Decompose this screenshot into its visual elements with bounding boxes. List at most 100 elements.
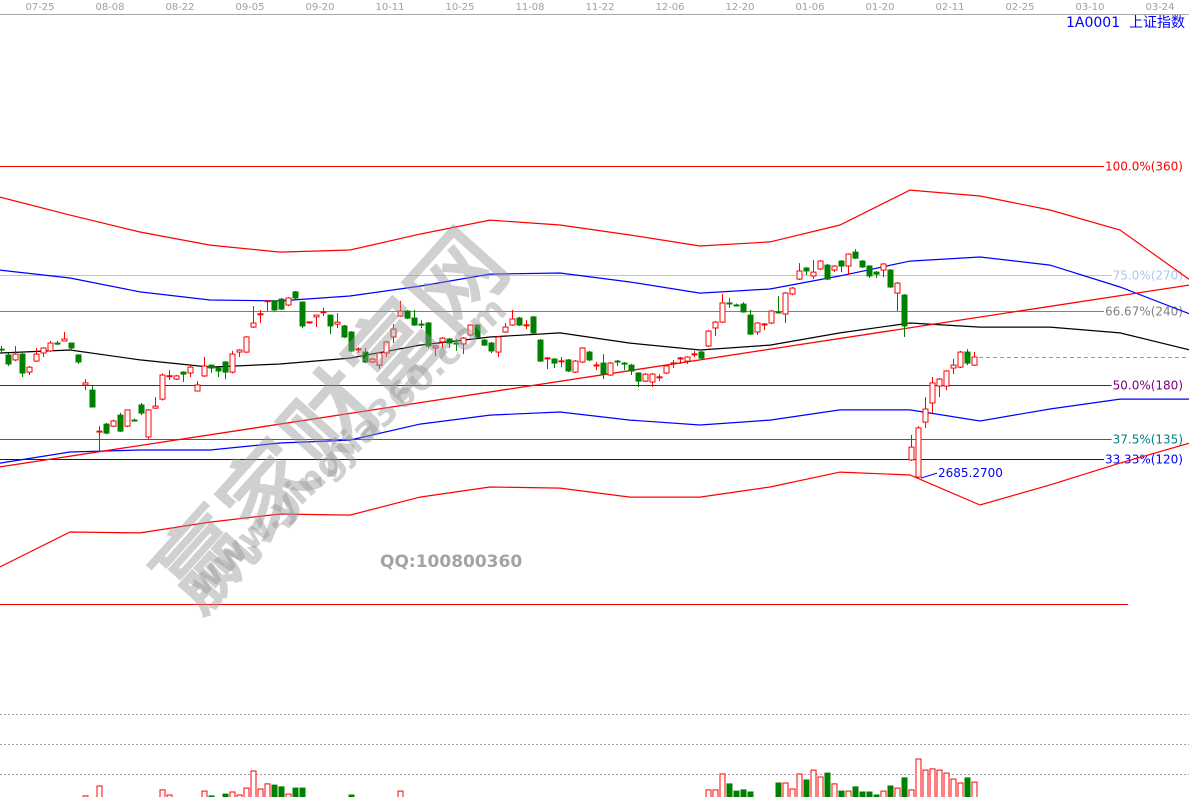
volume-bar <box>852 786 859 797</box>
candlestick <box>411 309 418 326</box>
candlestick <box>859 259 866 269</box>
candlestick <box>866 265 873 278</box>
candle-body <box>572 360 579 373</box>
candlestick <box>334 313 341 328</box>
candle-body <box>782 292 789 315</box>
candlestick <box>628 363 635 376</box>
candle-body <box>75 354 82 363</box>
volume-bar <box>208 795 215 797</box>
candlestick <box>754 322 761 335</box>
candlestick <box>425 322 432 349</box>
date-tick-label: 10-11 <box>375 2 404 13</box>
candlestick <box>201 357 208 378</box>
candlestick <box>313 314 320 328</box>
candlestick <box>152 397 159 410</box>
candlestick <box>908 434 915 461</box>
candle-body <box>5 354 12 365</box>
bollinger-bands <box>0 189 1189 568</box>
candle-body <box>838 260 845 267</box>
candle-body <box>775 311 782 314</box>
candlestick <box>208 364 215 374</box>
candle-body <box>950 364 957 369</box>
candle-body <box>705 330 712 347</box>
date-tick-label: 08-22 <box>165 2 194 13</box>
candle-body <box>831 265 838 271</box>
candle-body <box>460 337 467 345</box>
candle-body <box>894 282 901 294</box>
candle-body <box>901 294 908 327</box>
candlestick <box>54 341 61 346</box>
candlestick <box>19 352 26 378</box>
candle-body <box>243 336 250 353</box>
volume-bar <box>271 784 278 797</box>
candlestick <box>383 341 390 358</box>
band-inner-lower-line <box>0 398 1189 464</box>
candlestick <box>257 309 264 324</box>
candle-body <box>698 351 705 359</box>
candle-body <box>887 269 894 288</box>
candle-body <box>579 347 586 363</box>
candle-body <box>362 351 369 363</box>
candlestick <box>40 347 47 358</box>
candlestick <box>404 309 411 319</box>
candle-body <box>635 372 642 382</box>
candle-body <box>824 264 831 280</box>
candlestick <box>474 324 481 339</box>
candle-body <box>495 336 502 353</box>
candlestick <box>691 350 698 358</box>
candle-body <box>747 314 754 335</box>
candlestick <box>320 307 327 317</box>
candlestick <box>880 263 887 278</box>
candlestick <box>145 409 152 439</box>
candlestick <box>705 329 712 348</box>
volume-bar <box>838 790 845 797</box>
candlestick <box>446 338 453 349</box>
candle-body <box>663 365 670 374</box>
volume-bar <box>397 790 404 797</box>
volume-bar <box>887 785 894 797</box>
volume-bar <box>222 793 229 797</box>
date-tick-label: 02-25 <box>1005 2 1034 13</box>
candlestick <box>656 374 663 382</box>
candlestick <box>103 422 110 435</box>
candlestick <box>719 293 726 324</box>
candlestick <box>460 336 467 355</box>
candle-body <box>96 430 103 433</box>
candlestick <box>943 370 950 391</box>
candlestick <box>677 357 684 364</box>
candle-body <box>166 375 173 378</box>
candlestick <box>341 325 348 339</box>
volume-bar <box>929 768 936 797</box>
date-tick-label: 03-10 <box>1075 2 1104 13</box>
volume-bar <box>775 782 782 797</box>
candlestick <box>873 270 880 278</box>
candle-body <box>957 351 964 368</box>
candlestick <box>838 259 845 273</box>
candlestick <box>75 354 82 364</box>
candle-body <box>341 325 348 338</box>
candlestick <box>229 350 236 374</box>
volume-bar <box>292 787 299 797</box>
candlestick <box>96 426 103 453</box>
candlestick <box>796 263 803 280</box>
candlestick <box>0 345 5 353</box>
candlestick <box>222 361 229 380</box>
candle-body <box>348 331 355 352</box>
candlestick <box>614 359 621 367</box>
watermark-qq: QQ:100800360 <box>380 552 523 572</box>
candlestick <box>523 320 530 330</box>
date-axis: 07-25 08-08 08-22 09-05 09-20 10-11 10-25 11-08… <box>0 2 1189 15</box>
candle-body <box>425 322 432 347</box>
candle-body <box>873 271 880 275</box>
volume-bar <box>747 791 754 797</box>
candle-body <box>271 300 278 311</box>
candlestick <box>789 286 796 296</box>
candle-body <box>250 322 257 328</box>
candlestick <box>362 348 369 364</box>
candle-body <box>124 409 131 427</box>
candle-body <box>201 365 208 377</box>
candlestick <box>131 418 138 422</box>
candlestick <box>26 366 33 376</box>
candlestick <box>887 268 894 288</box>
